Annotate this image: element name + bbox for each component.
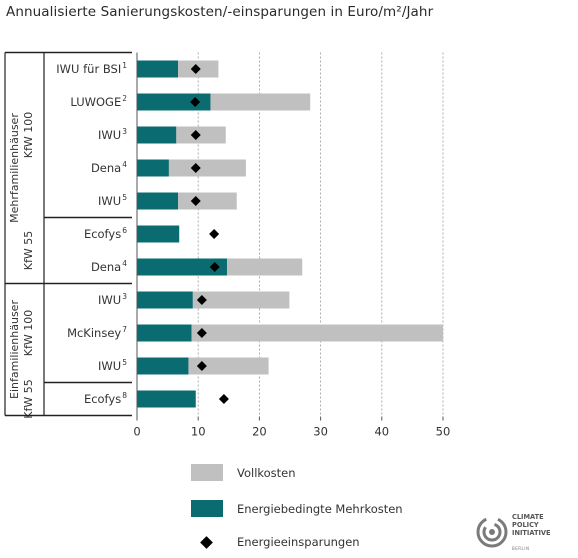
marker-einsparungen-1	[190, 97, 201, 107]
group-inner-label-1: KfW 55	[22, 231, 35, 270]
logo-text: CLIMATE POLICY INITIATIVE	[512, 513, 551, 537]
marker-einsparungen-7	[196, 295, 207, 305]
category-footnote: 8	[122, 391, 127, 400]
category-label-text: LUWOGE	[70, 95, 121, 109]
bar-mehrkosten-0	[137, 60, 179, 78]
category-label-6: Dena4	[91, 259, 127, 274]
bar-mehrkosten-9	[137, 357, 189, 375]
marker-einsparungen-8	[196, 328, 207, 338]
category-label-9: IWU5	[98, 358, 127, 373]
x-tick-label-50: 50	[436, 425, 451, 439]
bar-vollkosten-8	[137, 324, 443, 342]
outer-group-label-0: Mehrfamilienhäuser	[8, 113, 21, 223]
marker-einsparungen-0	[190, 64, 201, 74]
x-tick-label-10: 10	[191, 425, 206, 439]
group-inner-label-3: KfW 55	[22, 379, 35, 418]
marker-einsparungen-10	[218, 394, 229, 404]
logo-line-3: INITIATIVE	[512, 529, 551, 537]
category-label-text: Ecofys	[84, 227, 121, 241]
category-label-text: Dena	[91, 260, 121, 274]
bar-mehrkosten-1	[137, 93, 211, 111]
bar-mehrkosten-6	[137, 258, 227, 276]
bar-mehrkosten-4	[137, 192, 179, 210]
bar-mehrkosten-2	[137, 126, 177, 144]
marker-einsparungen-6	[209, 262, 220, 272]
x-tick-label-0: 0	[133, 425, 140, 439]
category-label-3: Dena4	[91, 160, 127, 175]
category-label-5: Ecofys6	[84, 226, 127, 241]
category-footnote: 3	[122, 292, 127, 301]
category-footnote: 2	[122, 94, 127, 103]
category-label-7: IWU3	[98, 292, 127, 307]
category-label-text: Ecofys	[84, 392, 121, 406]
marker-einsparungen-4	[190, 196, 201, 206]
category-label-text: Dena	[91, 161, 121, 175]
group-inner-label-2: KfW 100	[22, 310, 35, 356]
legend-label-einsparungen: Energieeinsparungen	[237, 535, 360, 549]
category-footnote: 5	[122, 358, 127, 367]
marker-einsparungen-3	[190, 163, 201, 173]
logo-line-2: POLICY	[512, 521, 539, 529]
bar-mehrkosten-10	[137, 390, 196, 408]
marker-einsparungen-2	[190, 130, 201, 140]
legend-marker-einsparungen	[200, 536, 213, 549]
cpi-logo-icon	[476, 516, 508, 548]
bar-mehrkosten-5	[137, 225, 180, 243]
category-label-text: IWU	[98, 128, 121, 142]
bar-mehrkosten-7	[137, 291, 193, 309]
category-footnote: 3	[122, 127, 127, 136]
category-label-text: McKinsey	[67, 326, 121, 340]
bar-chart: IWU für BSI1LUWOGE2IWU3Dena4IWU5Ecofys6D…	[4, 51, 451, 439]
category-label-text: IWU für BSI	[56, 62, 121, 76]
logo-line-1: CLIMATE	[512, 513, 544, 521]
category-footnote: 1	[122, 61, 127, 70]
category-footnote: 7	[122, 325, 127, 334]
x-tick-label-30: 30	[313, 425, 328, 439]
bar-mehrkosten-3	[137, 159, 169, 177]
category-label-2: IWU3	[98, 127, 127, 142]
marker-einsparungen-5	[209, 229, 220, 239]
category-footnote: 6	[122, 226, 127, 235]
category-label-0: IWU für BSI1	[56, 61, 127, 76]
category-footnote: 4	[122, 160, 127, 169]
group-inner-label-0: KfW 100	[22, 112, 35, 158]
category-label-text: IWU	[98, 194, 121, 208]
chart-title: Annualisierte Sanierungskosten/-einsparu…	[6, 4, 434, 20]
category-label-10: Ecofys8	[84, 391, 127, 406]
category-footnote: 5	[122, 193, 127, 202]
category-label-text: IWU	[98, 293, 121, 307]
category-footnote: 4	[122, 259, 127, 268]
outer-group-label-1: Einfamilienhäuser	[8, 300, 21, 399]
legend-label-mehrkosten: Energiebedingte Mehrkosten	[237, 502, 403, 516]
category-label-text: IWU	[98, 359, 121, 373]
category-label-1: LUWOGE2	[70, 94, 127, 109]
category-label-8: McKinsey7	[67, 325, 127, 340]
bar-mehrkosten-8	[137, 324, 192, 342]
marker-einsparungen-9	[196, 361, 207, 371]
x-tick-label-40: 40	[374, 425, 389, 439]
category-label-4: IWU5	[98, 193, 127, 208]
x-tick-label-20: 20	[252, 425, 267, 439]
logo-subtext: BERLIN	[512, 546, 530, 551]
legend-swatch-mehrkosten	[191, 500, 223, 517]
